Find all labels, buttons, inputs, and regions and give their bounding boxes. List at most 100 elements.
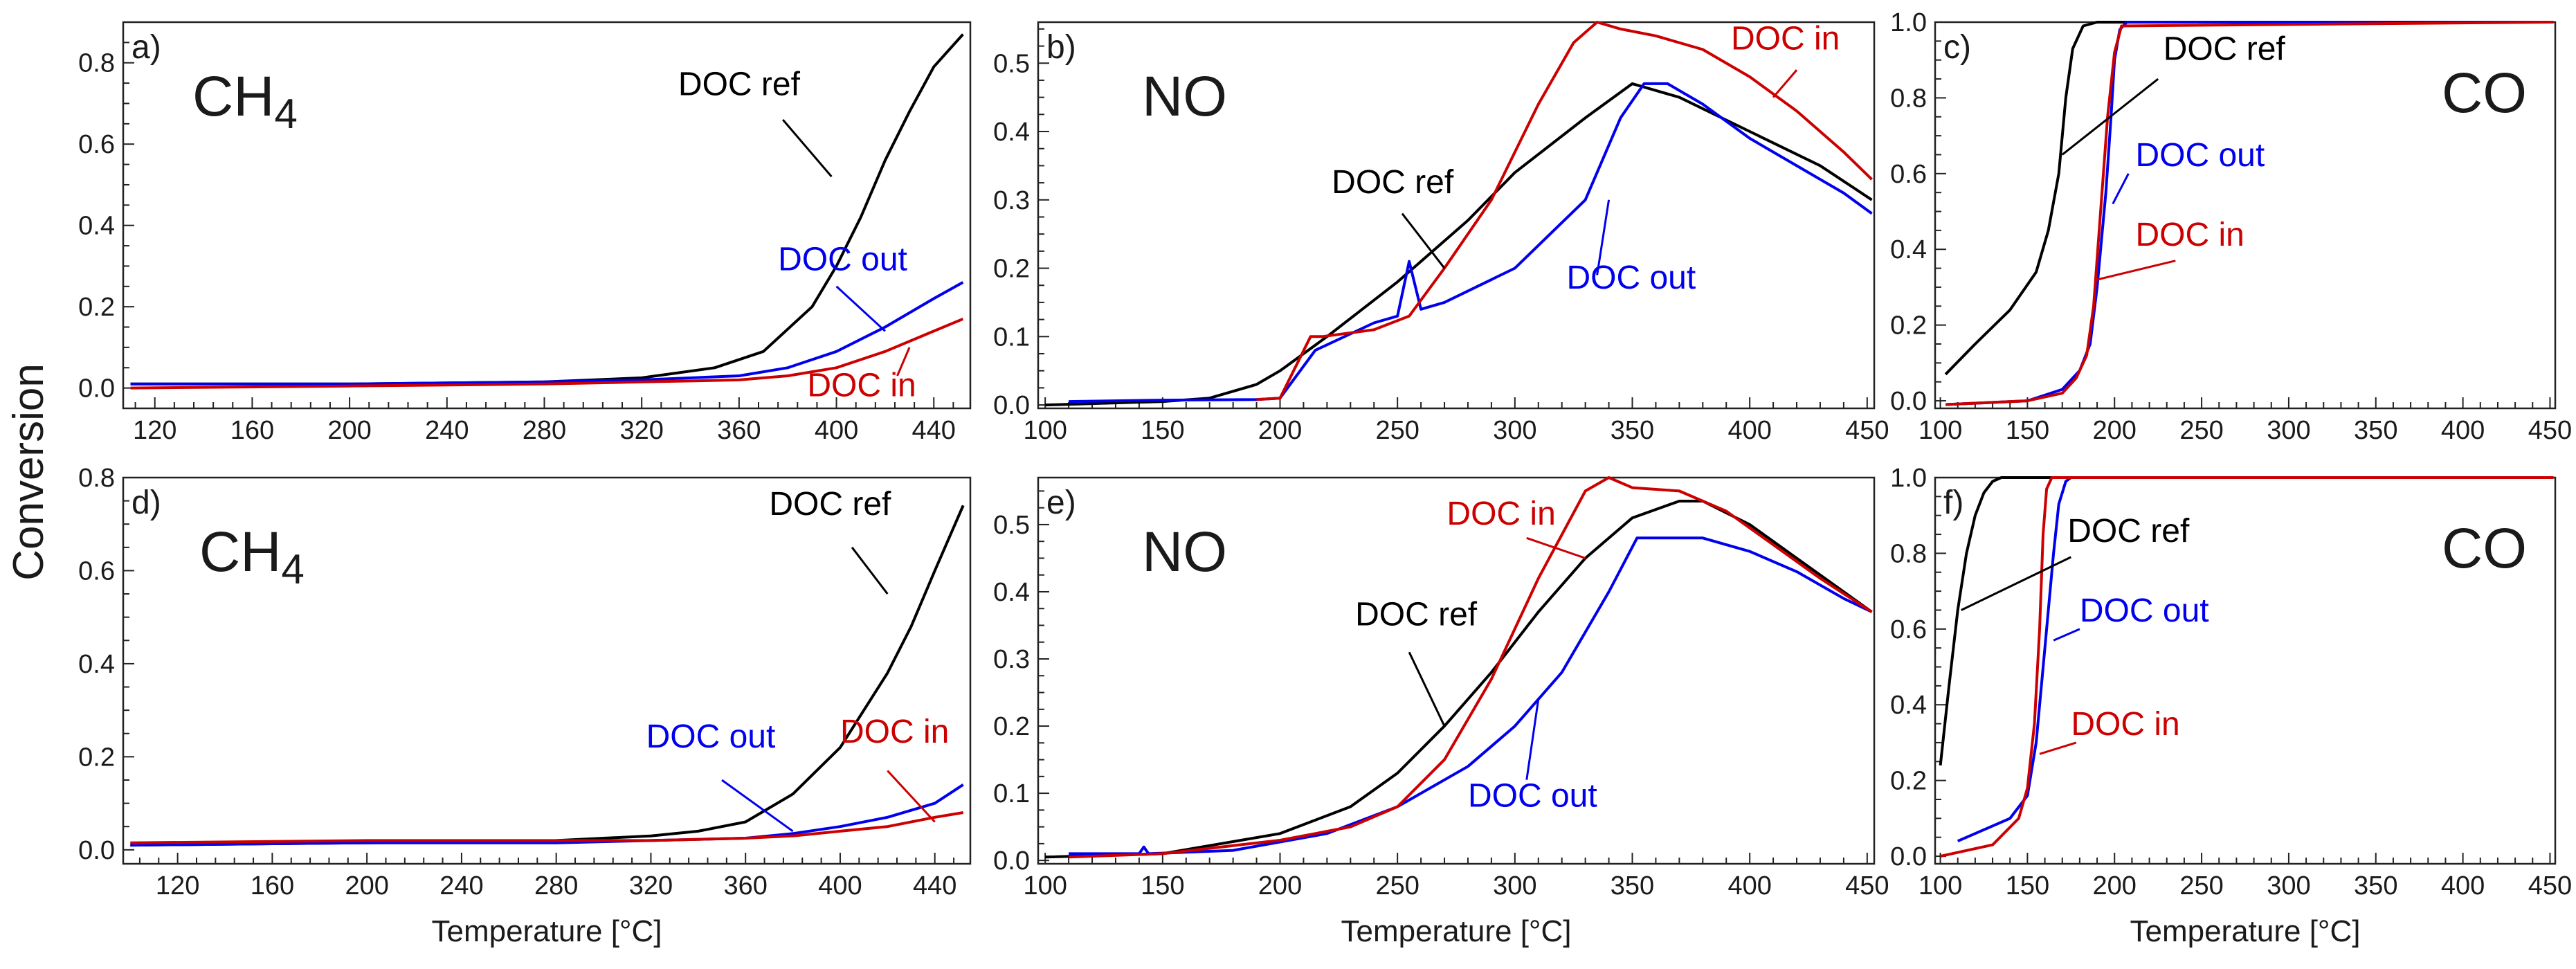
y-tick-label: 0.0	[78, 374, 115, 404]
y-tick-label: 0.0	[1890, 387, 1927, 416]
panel-label: d)	[131, 484, 161, 521]
annotation-leader-line	[2053, 628, 2080, 642]
annotation-leader-line	[721, 779, 794, 833]
chart-panel-d: 120 160 200 240 280 320 360 400 440 0.0 0.2 0.4 0.6 0…	[78, 464, 972, 948]
x-tick-label: 450	[2528, 871, 2572, 900]
x-tick-label: 350	[2354, 871, 2397, 900]
x-tick-label: 400	[1727, 871, 1771, 900]
y-tick-label: 0.2	[78, 293, 115, 322]
x-tick-label: 200	[327, 416, 371, 445]
annotation-leader-line	[1961, 556, 2071, 611]
x-tick-label: 300	[2267, 871, 2310, 900]
gas-title: CH4	[192, 65, 298, 137]
y-tick-label: 0.8	[1890, 539, 1927, 568]
y-tick-label: 0.4	[993, 578, 1030, 607]
x-axis-label: Temperature [°C]	[2130, 914, 2360, 948]
y-tick-label: 0.4	[1890, 235, 1927, 264]
series-line-doc-in	[130, 811, 964, 844]
y-tick-label: 0.5	[993, 49, 1030, 78]
series-line-doc-ref	[1939, 476, 2554, 766]
annotation-leader-line	[1408, 651, 1446, 727]
annotation-label: DOC in	[840, 714, 949, 750]
x-tick-label: 100	[1919, 871, 1962, 900]
annotation-leader-line	[851, 546, 889, 595]
x-tick-label: 450	[1845, 871, 1889, 900]
y-tick-label: 0.2	[1890, 311, 1927, 341]
x-tick-label: 280	[534, 871, 578, 900]
annotation-label: DOC in	[1731, 21, 1840, 57]
x-tick-label: 240	[439, 871, 483, 900]
chart-panel-b: 100 150 200 250 300 350 400 450 0.0 0.1 0.2 0.3 0.4 0…	[993, 21, 1889, 445]
x-tick-label: 200	[1258, 416, 1302, 445]
x-tick-label: 150	[1141, 871, 1184, 900]
annotation-leader-line	[887, 770, 936, 823]
y-tick-label: 0.0	[78, 836, 115, 865]
annotation-label: DOC out	[1566, 260, 1696, 296]
x-axis-label: Temperature [°C]	[431, 914, 662, 948]
annotation-label: DOC in	[807, 367, 916, 404]
annotation-leader-line	[782, 118, 833, 178]
annotation-label: DOC out	[1468, 778, 1597, 815]
panel-label: c)	[1943, 29, 1971, 66]
y-tick-label: 1.0	[1890, 8, 1927, 37]
x-tick-label: 100	[1023, 416, 1067, 445]
y-tick-label: 0.0	[1890, 842, 1927, 871]
plot-frame	[1037, 476, 1876, 865]
x-tick-label: 240	[425, 416, 469, 445]
gas-title: NO	[1142, 65, 1227, 128]
y-tick-label: 0.4	[1890, 691, 1927, 720]
y-tick-label: 0.6	[78, 556, 115, 586]
x-tick-label: 150	[2006, 871, 2049, 900]
annotation-leader-line	[1525, 699, 1540, 780]
x-tick-label: 400	[2441, 871, 2485, 900]
panel-label: f)	[1943, 484, 1963, 521]
x-tick-label: 250	[1375, 871, 1419, 900]
annotation-label: DOC out	[2135, 137, 2265, 174]
y-axis-label: Conversion	[5, 363, 53, 581]
series-line-doc-in	[1940, 476, 2554, 858]
x-tick-label: 300	[2267, 416, 2310, 445]
x-tick-label: 200	[345, 871, 388, 900]
x-tick-label: 120	[156, 871, 199, 900]
annotation-leader-line	[896, 347, 911, 377]
x-tick-label: 400	[1727, 416, 1771, 445]
x-tick-label: 320	[619, 416, 663, 445]
plot-frame	[1037, 21, 1876, 410]
series-line-doc-in	[1945, 21, 2554, 406]
gas-title: CO	[2442, 517, 2527, 580]
x-tick-label: 360	[717, 416, 761, 445]
x-tick-label: 300	[1493, 416, 1536, 445]
gas-title: CH4	[199, 520, 305, 592]
series-line-doc-in	[1256, 21, 1873, 401]
annotation-label: DOC ref	[678, 66, 801, 103]
x-tick-label: 150	[2006, 416, 2049, 445]
annotation-leader-line	[1596, 199, 1611, 275]
annotation-label: DOC in	[1446, 496, 1555, 532]
annotation-label: DOC ref	[1355, 596, 1478, 633]
y-tick-label: 0.0	[993, 391, 1030, 420]
y-tick-label: 0.1	[993, 779, 1030, 808]
x-tick-label: 100	[1919, 416, 1962, 445]
series-line-doc-out	[130, 281, 964, 386]
series-line-doc-out	[130, 784, 964, 847]
x-tick-label: 200	[1258, 871, 1302, 900]
y-tick-label: 0.1	[993, 323, 1030, 352]
panel-label: a)	[131, 29, 161, 66]
x-tick-label: 100	[1023, 871, 1067, 900]
x-tick-label: 350	[2354, 416, 2397, 445]
x-tick-label: 440	[912, 416, 956, 445]
series-line-doc-ref	[1944, 21, 2554, 376]
x-tick-label: 120	[133, 416, 176, 445]
annotation-label: DOC ref	[2067, 513, 2190, 550]
y-tick-label: 0.8	[1890, 84, 1927, 113]
x-tick-label: 200	[2093, 416, 2137, 445]
y-tick-label: 0.8	[78, 464, 115, 493]
annotation-leader-line	[2039, 741, 2077, 755]
annotation-label: DOC out	[778, 241, 907, 278]
annotation-leader-line	[835, 285, 886, 332]
series-line-doc-in	[130, 317, 964, 390]
y-tick-label: 0.8	[78, 49, 115, 78]
annotation-leader-line	[2112, 173, 2130, 205]
x-tick-label: 300	[1493, 871, 1536, 900]
